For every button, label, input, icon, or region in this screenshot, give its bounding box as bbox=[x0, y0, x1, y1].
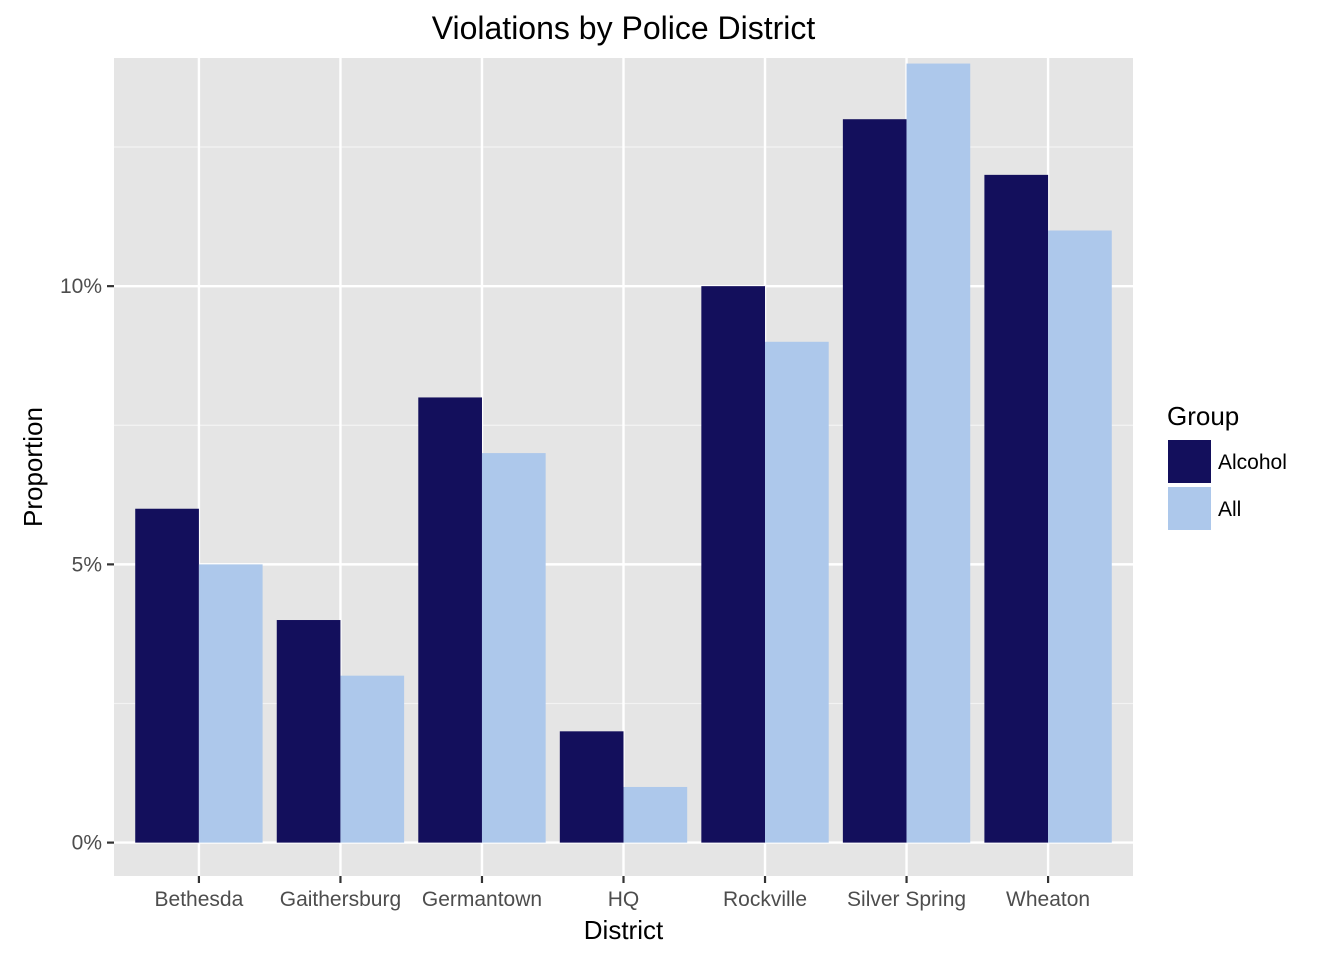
bar-all-silver-spring bbox=[906, 63, 971, 843]
bar-alcohol-bethesda bbox=[135, 508, 199, 843]
legend-key-all bbox=[1168, 487, 1211, 530]
x-tick-label: HQ bbox=[608, 888, 640, 911]
bar-all-wheaton bbox=[1048, 230, 1112, 843]
bars bbox=[135, 63, 1112, 843]
x-tick-label: Rockville bbox=[723, 888, 807, 911]
bar-all-rockville bbox=[765, 341, 829, 843]
bar-alcohol-wheaton bbox=[984, 174, 1049, 843]
bar-all-gaithersburg bbox=[340, 675, 405, 843]
bar-alcohol-silver-spring bbox=[842, 119, 907, 843]
y-axis-title: Proportion bbox=[18, 407, 48, 527]
x-tick-label: Germantown bbox=[422, 888, 542, 911]
bar-alcohol-rockville bbox=[701, 286, 766, 843]
chart-title: Violations by Police District bbox=[432, 10, 816, 46]
bar-all-germantown bbox=[481, 453, 546, 843]
x-tick-label: Wheaton bbox=[1006, 888, 1090, 911]
bar-alcohol-germantown bbox=[418, 397, 482, 843]
bar-all-bethesda bbox=[198, 564, 263, 843]
x-tick-label: Silver Spring bbox=[847, 888, 966, 911]
x-tick-label: Gaithersburg bbox=[280, 888, 401, 911]
legend-label-alcohol: Alcohol bbox=[1218, 451, 1287, 474]
bar-alcohol-gaithersburg bbox=[276, 620, 341, 843]
x-axis-title: District bbox=[584, 915, 664, 945]
y-tick-label: 10% bbox=[60, 275, 102, 298]
legend-title: Group bbox=[1167, 401, 1239, 431]
bar-all-hq bbox=[623, 786, 688, 843]
x-axis: Bethesda Gaithersburg Germantown HQ Rockvill… bbox=[155, 876, 1090, 911]
y-axis: 0% 5% 10% bbox=[60, 275, 114, 855]
y-tick-label: 5% bbox=[72, 553, 102, 576]
legend-key-alcohol bbox=[1168, 440, 1211, 483]
bar-alcohol-hq bbox=[559, 731, 624, 843]
legend-label-all: All bbox=[1218, 498, 1241, 521]
x-tick-label: Bethesda bbox=[155, 888, 244, 911]
y-tick-label: 0% bbox=[72, 832, 102, 855]
legend: Group Alcohol All bbox=[1167, 401, 1287, 530]
